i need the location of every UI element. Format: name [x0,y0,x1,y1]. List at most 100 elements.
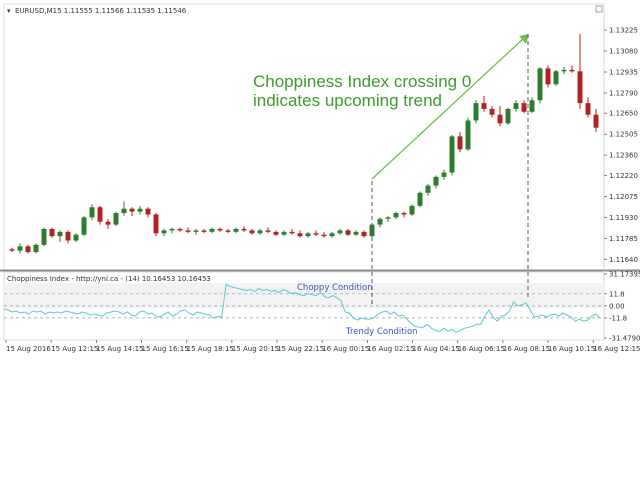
candle [529,97,535,114]
candle [25,244,31,254]
window-title[interactable]: ▾ EURUSD,M15 1.11555 1.11566 1.11535 1.1… [7,7,187,15]
candle-body [521,103,527,112]
candle-body [249,230,255,234]
symbol-title: EURUSD,M15 1.11555 1.11566 1.11535 1.115… [15,7,187,15]
candle-body [473,103,479,121]
candle [193,228,199,235]
price-axis: 1.13225 1.13080 1.12935 1.12790 1.12650 1.125… [604,27,638,264]
candle [209,227,215,234]
candle [577,33,583,109]
choppy-condition-label: Choppy Condition [297,283,373,293]
candle [145,207,151,218]
candle [89,204,95,221]
candle [433,175,439,189]
candle-body [281,231,287,235]
candle-body [17,246,23,251]
candle-body [321,234,327,237]
candle-body [305,233,311,237]
indicator-tick-label: 11.8 [609,290,625,298]
candle [409,204,415,216]
candle [169,227,175,234]
price-tick-label: 1.11930 [609,214,638,222]
candle-body [569,69,575,72]
candle [545,65,551,88]
candle-body [81,217,87,235]
candle [505,107,511,125]
candle [129,207,135,216]
candle-body [201,230,207,232]
indicator-series [3,283,601,333]
time-tick-label: 16 Aug 04:15 [413,345,460,353]
candle-body [289,231,295,234]
candle [249,228,255,235]
candle [569,65,575,73]
candle-body [137,208,143,212]
candle [97,205,103,225]
candle-body [41,228,47,245]
candle-body [233,228,239,232]
time-tick-label: 16 Aug 08:15 [503,345,550,353]
candle [593,108,599,133]
candle-body [105,221,111,225]
candle [305,231,311,238]
time-tick-label: 16 Aug 12:15 [593,345,640,353]
candle [337,228,343,235]
candle-body [585,103,591,115]
dropdown-triangle-icon[interactable]: ▾ [7,7,11,15]
candle-body [513,103,519,109]
price-tick-label: 1.12220 [609,172,638,180]
price-tick-label: 1.13225 [609,27,638,35]
time-tick-label: 16 Aug 00:15 [322,345,369,353]
candle [457,132,463,153]
candle-body [193,230,199,232]
candle-body [49,228,55,237]
candle-body [265,230,271,232]
candle-body [273,231,279,235]
candle [385,215,391,222]
candle-body [393,213,399,218]
time-tick-label: 16 Aug 06:15 [458,345,505,353]
price-tick-label: 1.12790 [609,89,638,97]
candle-body [153,214,159,234]
candle [481,95,487,112]
candle-body [185,230,191,232]
candle [41,227,47,247]
candle [273,230,279,237]
trend-arrow-head-icon [519,34,529,44]
candle [233,227,239,234]
candle-body [497,114,503,124]
candle-body [417,192,423,206]
price-tick-label: 1.11785 [609,235,638,243]
candle-body [465,120,471,150]
indicator-levels [4,293,604,319]
candle [321,231,327,238]
candle-body [449,136,455,173]
candle [441,169,447,180]
price-tick-label: 1.12075 [609,193,638,201]
candle [425,184,431,196]
time-tick-label: 15 Aug 18:15 [187,345,234,353]
candle [585,97,591,118]
time-tick-label: 15 Aug 16:15 [142,345,189,353]
candle-body [545,68,551,85]
candle-body [9,249,15,251]
candle-body [481,103,487,109]
candle-body [505,108,511,124]
annotation-line-1: Choppiness Index crossing 0 [253,72,471,91]
candle-body [329,233,335,237]
candle-body [313,233,319,235]
candle [345,228,351,237]
candle [417,191,423,208]
chart-shift-icon[interactable] [595,5,603,13]
candle [265,227,271,234]
candle [497,106,503,127]
candle [121,201,127,216]
candle [313,230,319,237]
candle [257,228,263,235]
candle [329,231,335,238]
candle [113,211,119,227]
candle [465,117,471,151]
candle [289,228,295,235]
candle [33,243,39,254]
